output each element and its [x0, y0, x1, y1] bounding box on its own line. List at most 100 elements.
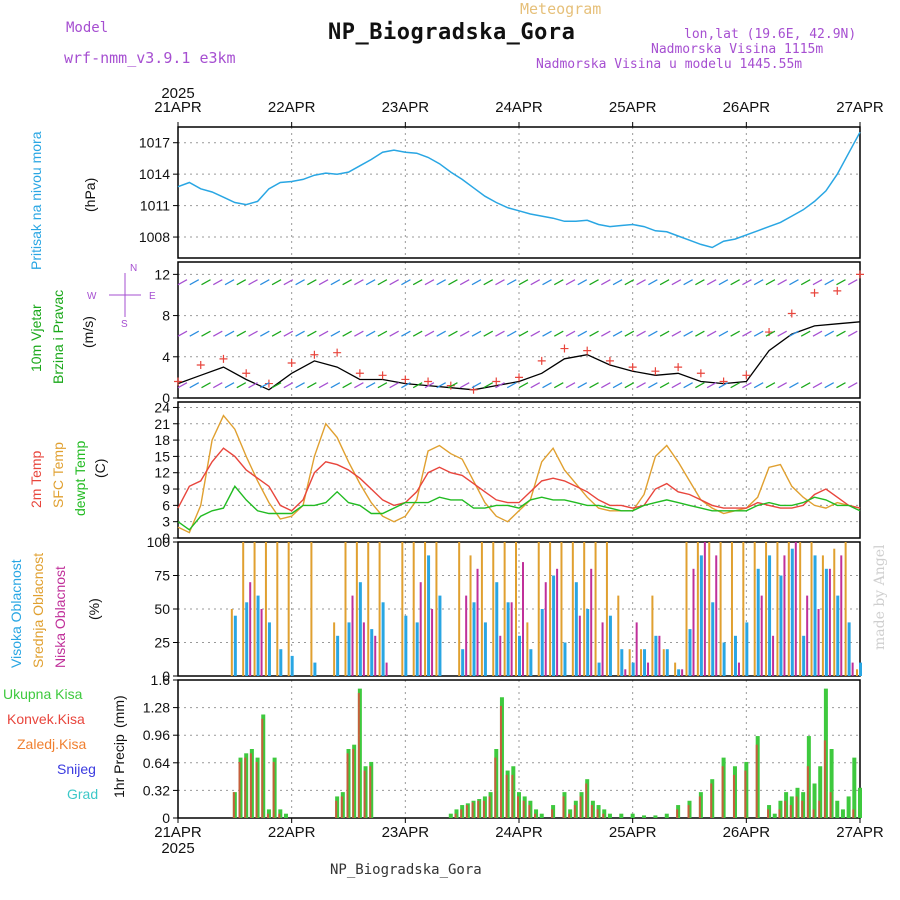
cloud-mid-bar: [617, 595, 620, 676]
y-tick-label: 25: [154, 635, 170, 651]
wind-barb: [401, 330, 411, 337]
wind-barb: [330, 279, 341, 286]
cloud-high-bar: [347, 622, 351, 676]
precip-total-bar: [772, 813, 777, 818]
precip-total-bar: [642, 815, 647, 818]
cloud-high-bar: [574, 582, 578, 676]
cloud-mid-bar: [458, 542, 461, 676]
wind-barb: [577, 279, 588, 286]
wind-barb: [389, 330, 399, 337]
wind-barb: [342, 382, 352, 389]
wind-barb: [542, 330, 552, 337]
wind-gust-marker: [355, 369, 364, 378]
wind-barb: [518, 330, 529, 337]
wind-barb: [718, 279, 729, 286]
wind-gust-marker: [742, 371, 751, 380]
wind-barb: [271, 382, 282, 389]
cloud-high-bar: [552, 575, 556, 676]
wind-barb: [201, 382, 211, 389]
cloud-mid-bar: [276, 542, 279, 676]
x-day-label-top: 22APR: [268, 99, 316, 116]
wind-barb: [271, 279, 282, 286]
precip-conv-bar: [585, 783, 588, 818]
wind-barb: [401, 382, 411, 389]
y-tick-label: 1008: [139, 229, 170, 245]
wind-barb: [777, 279, 787, 286]
y-tick-label: 0.32: [143, 782, 170, 798]
wind-gust-marker: [378, 371, 387, 380]
wind-barb: [765, 279, 776, 286]
wind-barb: [318, 382, 329, 389]
cloud-low-bar: [374, 635, 377, 676]
precip-total-bar: [835, 800, 840, 818]
cloud-high-bar: [620, 649, 624, 676]
y-tick-label: 1017: [139, 135, 170, 151]
cloud-mid-bar: [412, 542, 415, 676]
wind-barb: [365, 279, 376, 286]
wind-barb: [354, 330, 364, 337]
cloud-low-bar: [817, 609, 820, 676]
cloud-low-bar: [703, 542, 706, 676]
y-tick-label: 15: [154, 448, 170, 464]
precip-total-bar: [812, 783, 817, 818]
cloud-low-bar: [851, 662, 854, 676]
cloud-high-bar: [859, 662, 862, 676]
cloud-high-bar: [438, 595, 442, 676]
wind-barb: [636, 382, 646, 389]
cloud-low-bar: [578, 615, 581, 676]
precip-conv-bar: [244, 757, 247, 818]
wind-barb: [283, 382, 294, 389]
cloud-mid-bar: [230, 609, 233, 676]
precip-total-bar: [619, 813, 624, 818]
wind-barb: [448, 330, 458, 337]
wind-barb: [671, 330, 682, 337]
x-day-label-bottom: 22APR: [268, 824, 316, 841]
cloud-high-bar: [336, 635, 340, 676]
precip-conv-bar: [477, 800, 480, 818]
wind-barb: [753, 330, 764, 337]
wind-barb: [495, 382, 505, 389]
precip-conv-bar: [551, 809, 554, 818]
wind-barb: [847, 279, 858, 286]
cloud-low-bar: [419, 582, 422, 676]
footer-station: NP_Biogradska_Gora: [330, 862, 482, 878]
cloud-high-bar: [529, 649, 533, 676]
cloud-high-bar: [279, 649, 283, 676]
cloud-mid-bar: [503, 542, 506, 676]
wind-gust-marker: [833, 286, 842, 295]
y-tick-label: 6: [162, 497, 170, 513]
precip-conv-bar: [454, 813, 457, 818]
wind-barb: [295, 330, 305, 337]
cloud-low-bar: [260, 609, 263, 676]
cloud-low-bar: [783, 555, 786, 676]
wind-barb: [789, 382, 799, 389]
y-tick-label: 24: [154, 399, 170, 415]
wind-barb: [354, 279, 364, 286]
wind-gust-marker: [651, 367, 660, 376]
x-day-label-top: 27APR: [836, 99, 884, 116]
compass-west: W: [87, 291, 97, 302]
wind-barb: [506, 279, 517, 286]
wind-barb: [354, 382, 364, 389]
precip-conv-bar: [573, 805, 576, 818]
cloud-low-bar: [737, 662, 740, 676]
wind-gust-marker: [492, 377, 501, 386]
cloud-mid-bar: [662, 649, 665, 676]
cloud-low-bar: [715, 555, 718, 676]
precip-conv-bar: [698, 796, 701, 818]
cloud-mid-bar: [651, 595, 654, 676]
x-year-bottom: 2025: [161, 840, 194, 857]
wind-barb: [824, 279, 835, 286]
cloud-mid-bar: [742, 542, 745, 676]
chart-subtitle: Meteogram: [520, 0, 602, 18]
wind-barb: [236, 382, 247, 389]
wind-barb: [624, 382, 635, 389]
precip-conv-bar: [579, 796, 582, 818]
wind-barb: [671, 382, 682, 389]
cloud-high-bar: [563, 642, 567, 676]
cloud-high-bar: [518, 635, 521, 676]
cloud-high-bar: [290, 655, 294, 676]
wind-barb: [201, 330, 211, 337]
